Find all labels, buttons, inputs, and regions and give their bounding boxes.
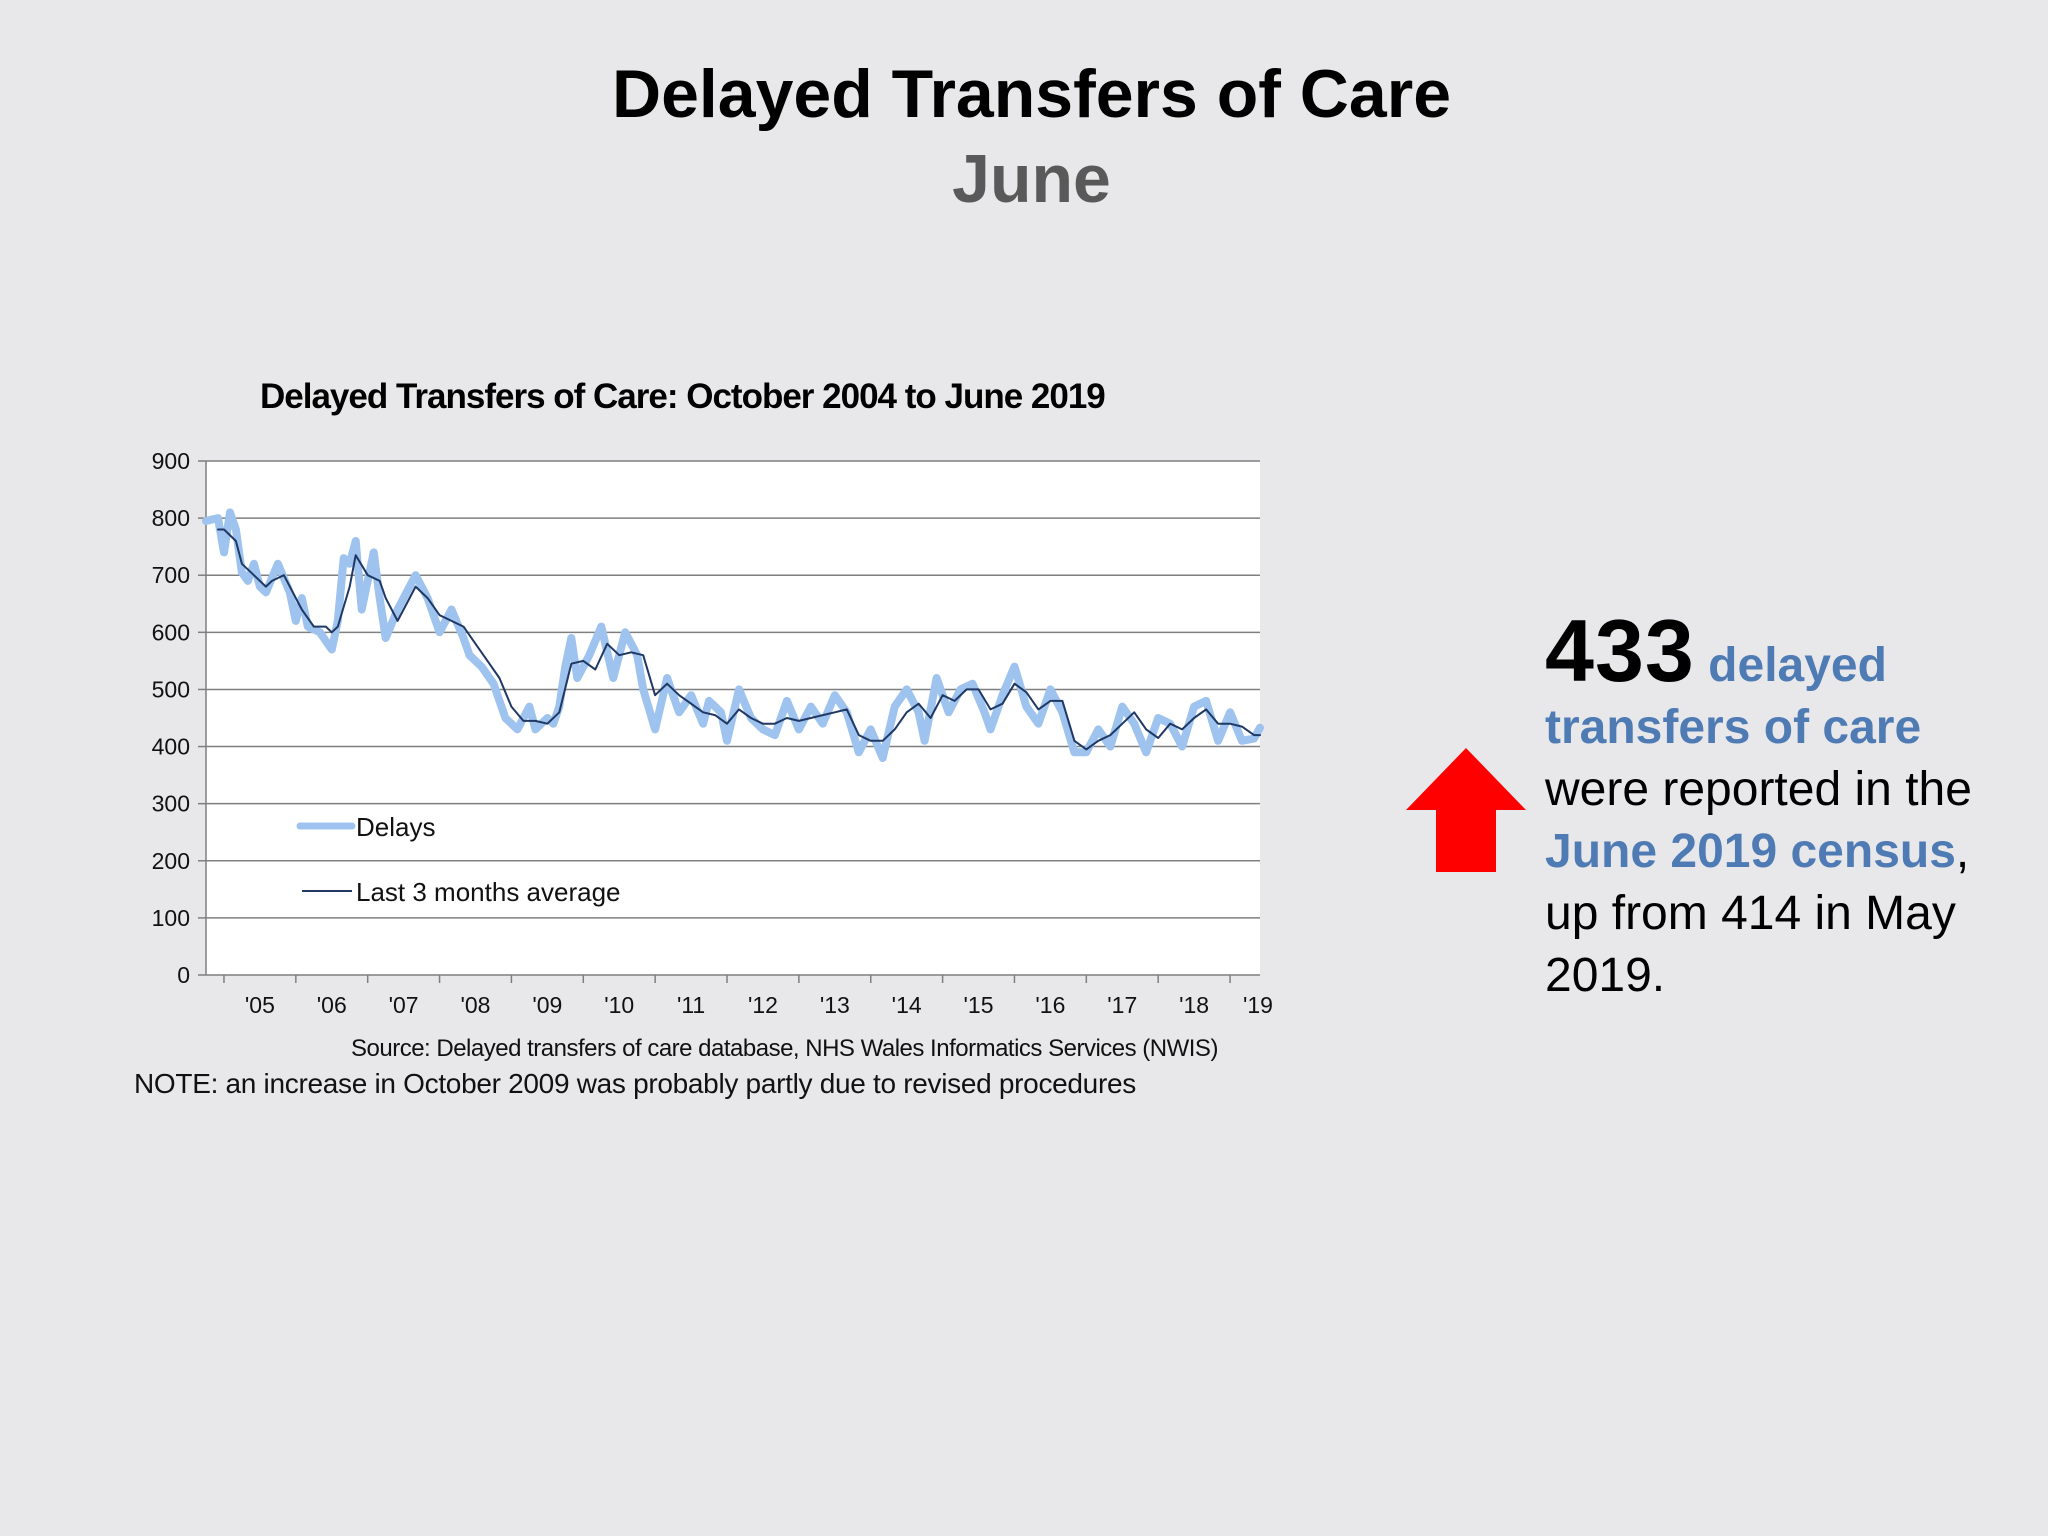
y-tick-label: 700 xyxy=(152,562,190,588)
up-arrow-icon xyxy=(1406,748,1526,872)
y-tick-label: 400 xyxy=(152,734,190,760)
x-tick-label: '12 xyxy=(748,992,778,1018)
y-tick-label: 100 xyxy=(152,905,190,931)
series-layer xyxy=(202,508,1264,762)
x-tick-label: '07 xyxy=(389,992,419,1018)
callout-transfers: transfers of care xyxy=(1545,701,1922,754)
x-tick-label: '13 xyxy=(820,992,850,1018)
series-average-line xyxy=(217,528,1261,751)
callout-number: 433 xyxy=(1545,601,1695,700)
y-tick-label: 600 xyxy=(152,619,190,645)
x-tick-label: '18 xyxy=(1179,992,1209,1018)
x-tick-label: '15 xyxy=(964,992,994,1018)
x-tick-label: '19 xyxy=(1243,992,1273,1018)
legend-label-delays: Delays xyxy=(356,812,435,842)
chart-title: Delayed Transfers of Care: October 2004 … xyxy=(260,377,1106,416)
callout-census: June 2019 census xyxy=(1545,825,1956,878)
callout: 433 delayed transfers of care were repor… xyxy=(1545,607,2025,1007)
gridlines xyxy=(206,460,1260,976)
chart-note: NOTE: an increase in October 2009 was pr… xyxy=(134,1068,1136,1099)
y-tick-label: 300 xyxy=(152,791,190,817)
legend-label-average: Last 3 months average xyxy=(356,877,621,907)
chart: Delayed Transfers of Care: October 2004 … xyxy=(120,360,1280,1120)
x-tick-label: '09 xyxy=(532,992,562,1018)
y-tick-label: 200 xyxy=(152,848,190,874)
slide-subtitle: June xyxy=(952,141,1111,217)
y-tick-label: 900 xyxy=(152,448,190,474)
legend: Delays Last 3 months average xyxy=(296,812,621,907)
y-tick-label: 500 xyxy=(152,676,190,702)
x-axis: '05 '06 '07 '08 '09 '10 '11 '12 '13 '14 '15 '16 '17 '… xyxy=(223,975,1273,1018)
x-tick-label: '06 xyxy=(317,992,347,1018)
chart-source: Source: Delayed transfers of care databa… xyxy=(351,1035,1218,1062)
y-tick-label: 800 xyxy=(152,505,190,531)
callout-comma: , xyxy=(1955,825,1970,878)
slide-title: Delayed Transfers of Care xyxy=(611,56,1452,132)
y-tick-label: 0 xyxy=(177,962,190,988)
x-tick-label: '10 xyxy=(604,992,634,1018)
callout-reported: were reported in the xyxy=(1545,763,1972,816)
callout-delayed: delayed xyxy=(1708,639,1887,692)
y-axis: 0 100 200 300 400 500 600 700 800 900 xyxy=(152,448,207,988)
x-tick-label: '17 xyxy=(1107,992,1137,1018)
x-tick-label: '16 xyxy=(1035,992,1065,1018)
x-tick-label: '14 xyxy=(892,992,922,1018)
callout-up-from: up from 414 in May 2019. xyxy=(1545,887,1956,1002)
x-tick-label: '08 xyxy=(460,992,490,1018)
x-tick-label: '05 xyxy=(245,992,275,1018)
x-tick-label: '11 xyxy=(677,992,705,1018)
